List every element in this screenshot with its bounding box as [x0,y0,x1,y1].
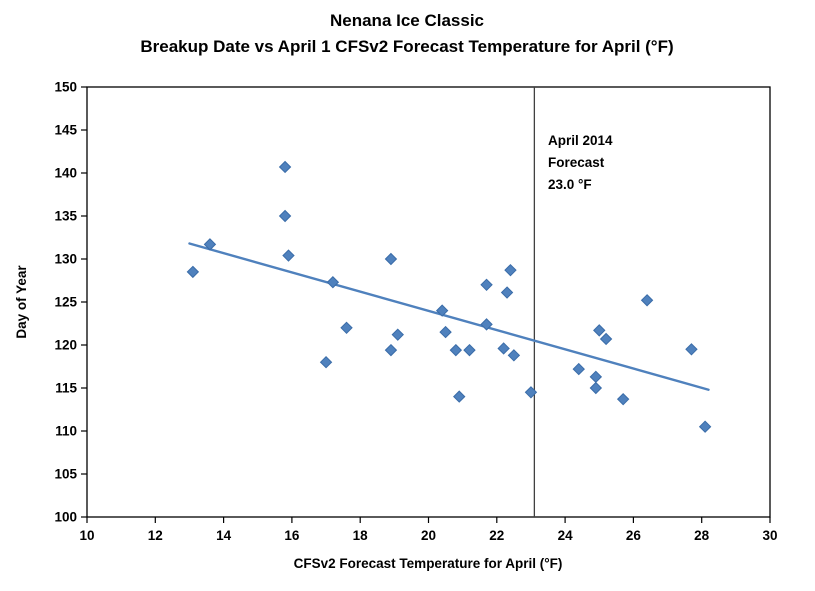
data-point [572,362,585,376]
x-tick-label: 20 [421,528,436,543]
data-point [593,324,606,337]
data-point [480,278,493,292]
x-tick-label: 28 [694,528,710,543]
data-point [203,238,217,251]
data-point [599,332,613,346]
x-axis-title: CFSv2 Forecast Temperature for April (°F… [294,556,563,571]
x-tick-label: 12 [148,528,163,543]
x-tick-label: 10 [79,528,94,543]
data-point [463,343,476,357]
forecast-annotation-line1: April 2014 [548,133,613,148]
data-point [616,392,630,406]
x-tick-label: 30 [762,528,777,543]
y-tick-label: 130 [54,252,77,267]
x-tick-label: 22 [489,528,504,543]
data-point [186,265,200,279]
trend-line [188,242,710,391]
data-point [384,343,398,357]
data-point [504,263,517,277]
chart-title-line1: Nenana Ice Classic [330,11,484,30]
x-tick-label: 24 [558,528,574,543]
data-point [480,318,493,331]
data-point [282,249,295,262]
x-tick-label: 18 [353,528,369,543]
y-tick-label: 115 [55,381,77,396]
data-point [278,209,292,223]
forecast-annotation-line3: 23.0 °F [548,177,592,192]
y-tick-label: 100 [54,510,77,525]
chart-title-line2: Breakup Date vs April 1 CFSv2 Forecast T… [140,37,673,56]
y-tick-label: 120 [54,338,77,353]
data-point [453,390,466,403]
data-point [435,304,449,317]
y-axis-title: Day of Year [14,265,29,339]
data-point [640,294,654,307]
y-tick-label: 110 [55,424,77,439]
plot-border [86,86,771,518]
forecast-annotation-line2: Forecast [548,155,605,170]
y-tick-label: 145 [54,123,77,138]
data-point [589,370,603,384]
y-tick-label: 140 [54,166,77,181]
data-point [698,420,712,433]
data-point [589,381,603,395]
data-point [340,321,353,335]
data-point [500,286,514,299]
y-tick-label: 150 [54,80,77,95]
data-point [278,160,292,174]
y-tick-label: 105 [54,467,77,482]
plot-area: 10 12 14 16 18 20 22 24 26 28 30 100 105 110 115 120 125… [54,80,777,544]
data-point [439,325,452,339]
x-tick-label: 26 [626,528,642,543]
x-tick-label: 14 [216,528,232,543]
x-tick-label: 16 [284,528,300,543]
data-point [384,252,398,266]
data-point [507,349,521,362]
data-point [524,386,538,399]
data-point [497,342,510,355]
data-point [391,328,404,341]
data-point [326,276,340,289]
data-point [685,343,698,356]
y-tick-label: 125 [54,295,77,310]
data-point [319,355,333,369]
data-point [449,343,463,357]
y-tick-label: 135 [54,209,77,224]
